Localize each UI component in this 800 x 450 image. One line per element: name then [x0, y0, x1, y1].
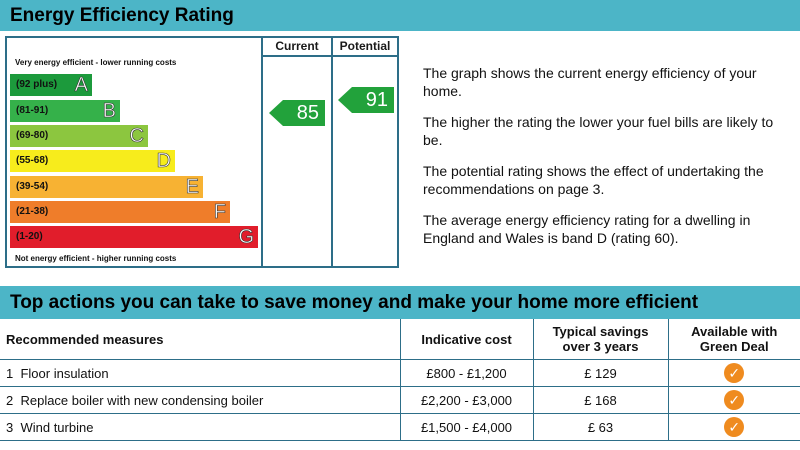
measure-name: Floor insulation [20, 365, 109, 381]
band-letter: D [156, 150, 171, 173]
chart-top-note: Very energy efficient - lower running co… [15, 58, 177, 67]
table-row: 1 Floor insulation £800 - £1,200 £ 129 ✓ [0, 359, 800, 387]
description-paragraph: The graph shows the current energy effic… [423, 65, 757, 99]
potential-rating-value: 91 [365, 89, 388, 111]
savings-header-line2: over 3 years [562, 339, 639, 354]
energy-rating-title: Energy Efficiency Rating [10, 5, 234, 26]
green-deal-cell: ✓ [667, 413, 800, 441]
band-letter: E [185, 176, 199, 199]
cost-cell: £800 - £1,200 [399, 359, 534, 387]
potential-column-divider [331, 38, 333, 266]
band-d: (55-68) D [10, 150, 175, 172]
savings-column-header: Typical savings over 3 years [532, 319, 669, 360]
potential-column-header: Potential [333, 38, 397, 57]
cost-cell: £2,200 - £3,000 [399, 386, 534, 414]
current-column-divider [261, 38, 263, 266]
band-range-label: (1-20) [16, 231, 43, 242]
description-paragraph: The higher the rating the lower your fue… [423, 114, 774, 148]
band-letter: C [129, 125, 144, 148]
green-deal-column-header: Available with Green Deal [667, 319, 800, 360]
band-c: (69-80) C [10, 125, 148, 147]
band-range-label: (92 plus) [16, 79, 58, 90]
top-actions-header: Top actions you can take to save money a… [0, 286, 800, 319]
band-e: (39-54) E [10, 176, 203, 198]
rating-description: The graph shows the current energy effic… [423, 64, 793, 260]
measure-cell: 1 Floor insulation [0, 359, 401, 387]
current-rating-arrow: 85 [269, 100, 325, 126]
chart-bottom-note: Not energy efficient - higher running co… [15, 254, 177, 263]
description-paragraph: The potential rating shows the effect of… [423, 163, 764, 197]
actions-table: Recommended measures Indicative cost Typ… [0, 319, 800, 441]
measure-cell: 3 Wind turbine [0, 413, 401, 441]
savings-cell: £ 168 [532, 386, 669, 414]
savings-cell: £ 63 [532, 413, 669, 441]
current-rating-value: 85 [296, 102, 319, 124]
cost-cell: £1,500 - £4,000 [399, 413, 534, 441]
band-range-label: (69-80) [16, 130, 49, 141]
top-actions-title: Top actions you can take to save money a… [10, 292, 699, 313]
measure-number: 2 [6, 392, 14, 408]
band-range-label: (21-38) [16, 206, 49, 217]
band-f: (21-38) F [10, 201, 230, 223]
green-deal-cell: ✓ [667, 359, 800, 387]
table-row: 2 Replace boiler with new condensing boi… [0, 386, 800, 414]
band-letter: F [213, 201, 226, 224]
cost-column-header: Indicative cost [399, 319, 534, 360]
measure-name: Replace boiler with new condensing boile… [20, 392, 264, 408]
band-a: (92 plus) A [10, 74, 92, 96]
measure-cell: 2 Replace boiler with new condensing boi… [0, 386, 401, 414]
band-range-label: (39-54) [16, 181, 49, 192]
band-letter: A [74, 74, 88, 97]
check-circle-icon: ✓ [724, 390, 745, 410]
measure-name: Wind turbine [20, 419, 94, 435]
table-header-row: Recommended measures Indicative cost Typ… [0, 319, 800, 360]
band-letter: G [238, 226, 254, 249]
measure-number: 1 [6, 365, 14, 381]
current-column-header: Current [263, 38, 331, 57]
measure-number: 3 [6, 419, 14, 435]
green-deal-header-line1: Available with [691, 324, 778, 339]
green-deal-cell: ✓ [667, 386, 800, 414]
check-circle-icon: ✓ [724, 363, 745, 383]
savings-cell: £ 129 [532, 359, 669, 387]
band-letter: B [102, 100, 116, 123]
band-g: (1-20) G [10, 226, 258, 248]
band-range-label: (55-68) [16, 155, 49, 166]
check-circle-icon: ✓ [724, 417, 745, 437]
band-range-label: (81-91) [16, 105, 49, 116]
measures-column-header: Recommended measures [0, 319, 401, 360]
table-row: 3 Wind turbine £1,500 - £4,000 £ 63 ✓ [0, 413, 800, 441]
band-b: (81-91) B [10, 100, 120, 122]
rating-chart: Current Potential Very energy efficient … [5, 36, 399, 268]
description-paragraph: The average energy efficiency rating for… [423, 212, 751, 246]
potential-rating-arrow: 91 [338, 87, 394, 113]
energy-rating-header: Energy Efficiency Rating [0, 0, 800, 31]
green-deal-header-line2: Green Deal [699, 339, 769, 354]
savings-header-line1: Typical savings [552, 324, 649, 339]
